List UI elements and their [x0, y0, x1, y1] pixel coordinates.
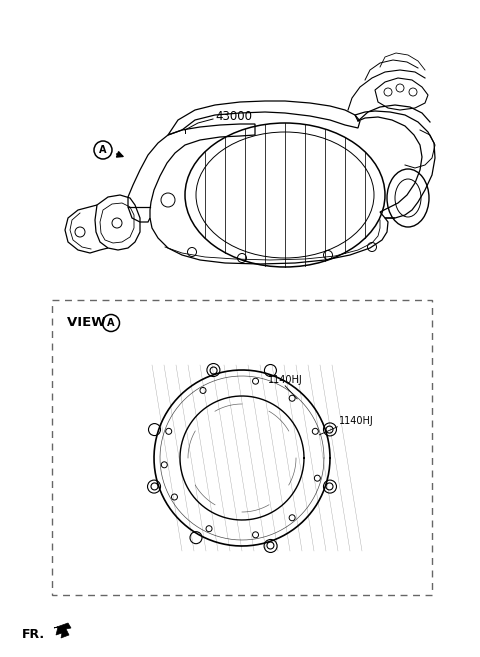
Text: A: A: [107, 318, 115, 328]
Text: 1140HJ: 1140HJ: [268, 375, 302, 385]
Text: VIEW: VIEW: [67, 317, 110, 330]
Text: 43000: 43000: [215, 110, 252, 124]
Text: 1140HJ: 1140HJ: [339, 416, 374, 426]
Text: A: A: [99, 145, 107, 155]
Text: FR.: FR.: [22, 627, 45, 641]
Polygon shape: [54, 623, 71, 638]
